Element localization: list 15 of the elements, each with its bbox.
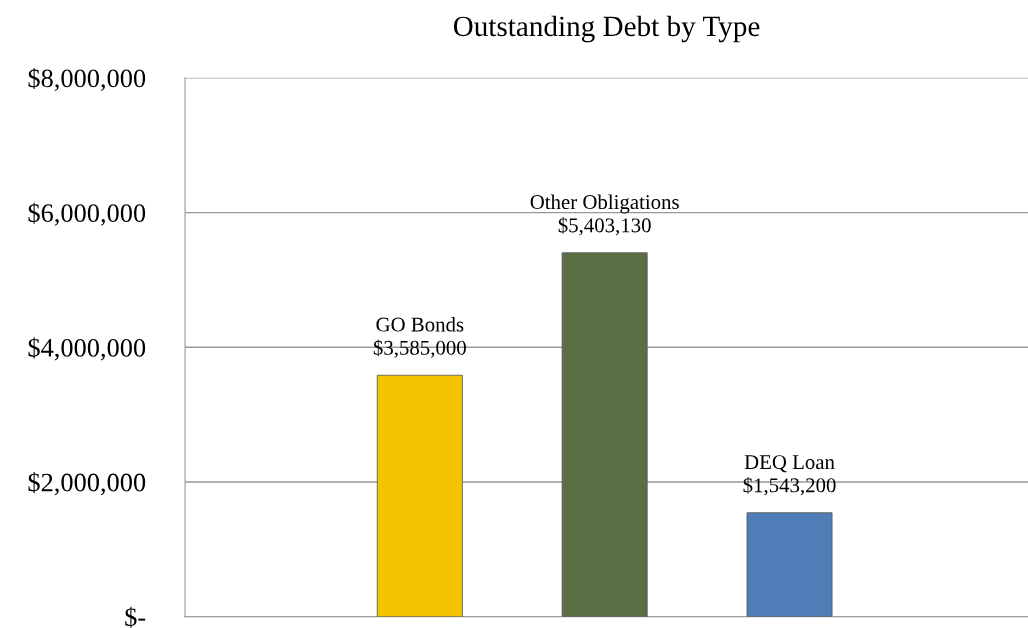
data-label: $1,543,200 [743,477,836,496]
x-tick-label: GO Bonds [376,316,464,332]
y-tick-label: $- [125,606,146,628]
x-tick-label: Other Obligations [530,194,679,214]
y-tick-label: $8,000,000 [28,67,146,92]
data-label: $5,403,130 [558,217,651,236]
bar [376,374,463,617]
y-tick-label: $6,000,000 [28,202,146,226]
data-label: $3,585,000 [373,339,466,358]
y-tick-label: $4,000,000 [28,337,146,361]
y-tick-label: $2,000,000 [28,472,146,496]
bar [561,252,648,617]
x-tick-label: DEQ Loan [744,455,835,473]
chart-title: Outstanding Debt by Type [453,15,760,43]
bar [746,512,833,617]
